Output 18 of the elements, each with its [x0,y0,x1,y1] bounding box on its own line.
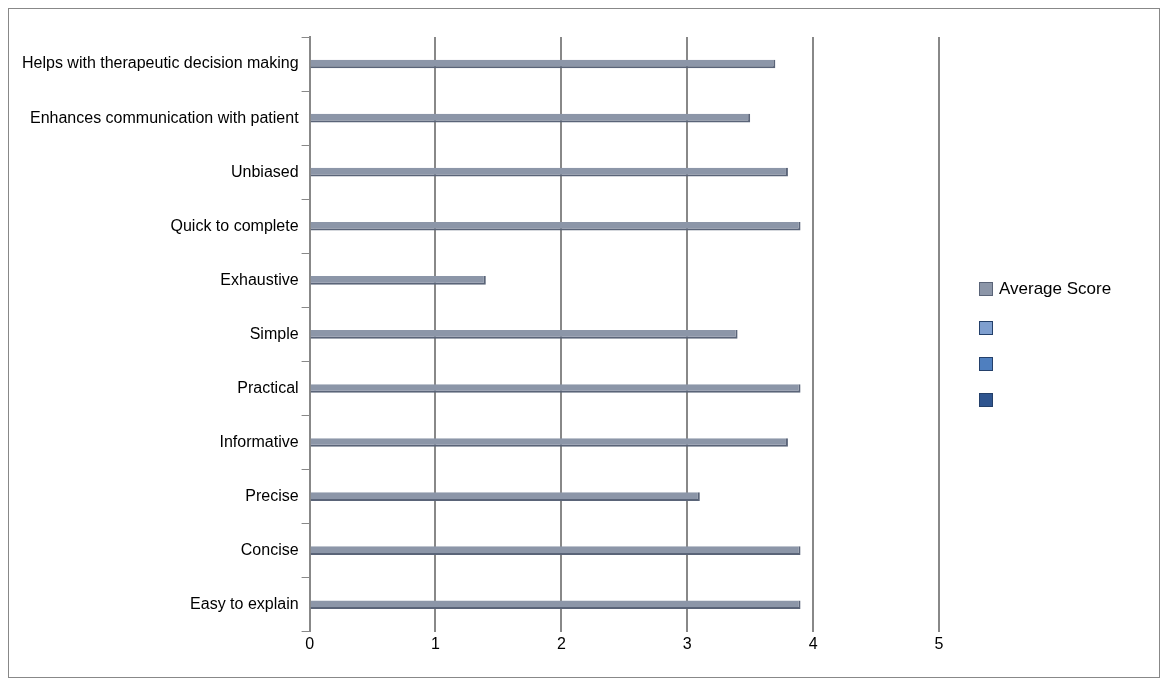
y-tick-label: Concise [240,541,299,559]
y-tick-label: Informative [219,432,299,450]
x-tick-label: 3 [682,634,692,652]
x-tick-label: 0 [305,634,315,652]
legend-label: Average Score [999,279,1112,299]
y-tick-label: Simple [249,324,299,342]
x-tick-label: 1 [431,634,441,652]
y-tick-label: Helps with therapeutic decision making [21,54,299,72]
x-tick-label: 5 [934,634,944,652]
x-tick-label: 4 [808,634,818,652]
y-tick-label: Exhaustive [220,270,299,288]
y-tick-label: Unbiased [230,162,299,180]
x-tick-label: 2 [556,634,566,652]
y-tick-label: Practical [237,378,299,396]
y-tick-label: Easy to explain [190,595,299,613]
y-tick-label: Enhances communication with patient [29,108,300,126]
y-tick-label: Precise [245,487,299,505]
y-tick-label: Quick to complete [170,216,299,234]
